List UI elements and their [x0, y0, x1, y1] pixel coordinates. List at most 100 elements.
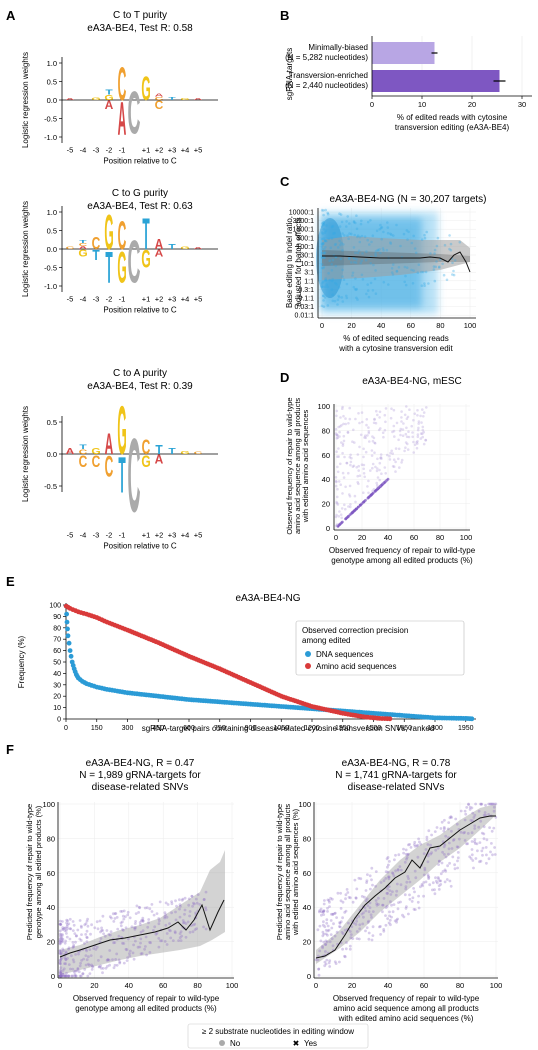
panel-f-right-point: [492, 802, 496, 806]
panel-d-point: [419, 437, 423, 440]
panel-f-right-point: [443, 827, 446, 831]
logo-ytick: -0.5: [44, 482, 57, 491]
panel-c-point: [322, 265, 326, 269]
panel-f-left-point: [97, 959, 100, 962]
panel-f-right-point: [339, 907, 343, 910]
panel-f-right-point: [485, 838, 489, 842]
panel-f-right-point: [485, 861, 488, 865]
panel-d-point: [335, 437, 339, 440]
panel-f-left-point: [67, 974, 71, 978]
panel-c-point: [347, 257, 351, 261]
panel-f-right-point: [387, 885, 391, 888]
panel-f-left-point: [58, 949, 62, 953]
panel-d-point: [364, 436, 368, 440]
panel-c-ytick: 0.03:1: [295, 304, 315, 311]
panel-d-point: [412, 418, 415, 422]
panel-f-left-point: [64, 974, 68, 978]
panel-f-left-point: [119, 910, 123, 913]
panel-f-right-point: [438, 860, 441, 863]
panel-f-right-point: [319, 939, 323, 943]
panel-f-left-point: [147, 918, 151, 921]
panel-f-left-point: [63, 962, 66, 965]
logo-letter-A: A: [79, 245, 88, 250]
panel-f-right-point: [430, 833, 433, 837]
panel-d-point: [352, 464, 356, 468]
panel-f-left-point: [78, 964, 82, 968]
panel-f-left-point: [126, 956, 129, 959]
panel-d-point: [424, 438, 428, 442]
panel-f-left-point: [113, 963, 117, 967]
panel-f-left-point: [87, 963, 91, 967]
panel-c-point: [353, 261, 356, 264]
panel-f-left-point: [59, 923, 63, 926]
panel-f-right-point: [339, 891, 342, 895]
panel-f-right-point: [485, 853, 488, 857]
panel-d-point: [383, 413, 387, 417]
panel-d-ytick: 20: [322, 500, 330, 509]
panel-f-left-point: [202, 898, 206, 901]
panel-d-point: [374, 465, 377, 469]
panel-f-right-point: [365, 879, 369, 883]
panel-c-point: [433, 252, 436, 255]
panel-c-point: [390, 271, 394, 274]
panel-f-left-point: [68, 937, 72, 941]
logo-letter-A: A: [66, 447, 75, 456]
panel-c-point: [354, 277, 357, 280]
panel-f-left-point: [125, 948, 129, 952]
panel-f-right-point: [338, 921, 342, 924]
legend-no-marker: [219, 1040, 225, 1046]
panel-f-left-point: [165, 915, 169, 919]
panel-f-left-point: [59, 974, 62, 978]
panel-f-right-point: [470, 840, 474, 843]
panel-d-point: [422, 411, 426, 414]
panel-f-right-point: [355, 887, 359, 891]
panel-f-left-point: [59, 974, 63, 978]
panel-d-point: [391, 465, 395, 468]
panel-d-point: [392, 458, 396, 462]
panel-d-point: [412, 451, 416, 454]
panel-f-left-point: [71, 967, 75, 971]
panel-c-point: [320, 263, 324, 266]
panel-c-point: [345, 225, 348, 228]
panel-f-left-point: [60, 951, 63, 955]
panel-f-right-point: [331, 912, 335, 916]
panel-d-point: [338, 430, 341, 434]
panel-f-right-point: [321, 934, 325, 938]
panel-f-right-point: [416, 900, 420, 904]
panel-f-left-point: [163, 916, 167, 920]
panel-d-point: [347, 505, 350, 508]
panel-f-left-point: [89, 954, 93, 957]
logo-xtick: +1: [142, 146, 151, 155]
panel-f-right-point: [384, 914, 387, 917]
panel-c-point: [441, 262, 444, 266]
panel-f-right-point: [413, 844, 417, 848]
panel-f-right-point: [395, 918, 399, 922]
panel-f-right-point: [492, 809, 496, 813]
panel-f-left-point: [171, 939, 175, 942]
panel-f-right-point: [425, 835, 429, 839]
panel-d-point: [376, 476, 380, 479]
panel-c-point: [361, 278, 365, 281]
panel-c-point: [407, 230, 410, 234]
panel-c-point: [364, 258, 368, 262]
panel-c-point: [341, 300, 345, 303]
panel-f-left-point: [59, 974, 62, 977]
panel-f-left-point: [139, 930, 143, 934]
panel-f-left-point: [157, 945, 161, 949]
panel-d-point: [362, 467, 366, 471]
panel-c-point: [351, 271, 355, 275]
panel-d-point: [367, 426, 370, 429]
panel-f-right-point: [322, 910, 325, 913]
panel-f-left-point: [60, 957, 63, 961]
panel-letter-e: E: [6, 574, 15, 589]
panel-f-left-point: [61, 940, 64, 944]
panel-f-right-point: [316, 954, 320, 958]
panel-c-point: [379, 251, 382, 255]
panel-f-right-point: [480, 831, 484, 835]
panel-f-right-point: [405, 857, 408, 861]
panel-f-left-point: [175, 904, 178, 908]
panel-f-left-point: [64, 974, 67, 978]
panel-f-right-point: [440, 820, 444, 824]
panel-f-right-point: [318, 909, 322, 912]
